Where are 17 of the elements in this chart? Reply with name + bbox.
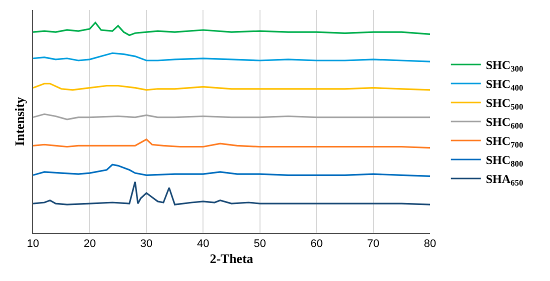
x-tick-label: 60 xyxy=(310,238,323,250)
x-tick-label: 30 xyxy=(140,238,153,250)
x-tick-label: 20 xyxy=(84,238,96,250)
legend-label: SHC$_{500}$ xyxy=(486,96,524,112)
legend-label: SHC$_{800}$ xyxy=(486,153,524,169)
legend-label: SHC$_{300}$ xyxy=(486,58,524,74)
legend-label: SHA$_{650}$ xyxy=(486,172,524,188)
legend-label: SHC$_{700}$ xyxy=(486,134,524,150)
x-tick-label: 80 xyxy=(424,238,436,250)
x-tick-label: 70 xyxy=(367,238,380,250)
x-axis-title: 2-Theta xyxy=(210,250,254,266)
legend-label: SHC$_{600}$ xyxy=(486,115,524,131)
x-tick-label: 40 xyxy=(197,238,210,250)
x-tick-label: 10 xyxy=(26,238,40,250)
legend-label: SHC$_{400}$ xyxy=(486,77,524,93)
y-axis-title: Intensity xyxy=(12,96,27,146)
x-tick-label: 50 xyxy=(254,238,266,250)
